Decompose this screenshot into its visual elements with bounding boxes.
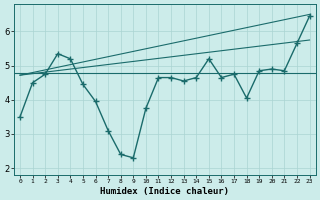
X-axis label: Humidex (Indice chaleur): Humidex (Indice chaleur) [100,187,229,196]
